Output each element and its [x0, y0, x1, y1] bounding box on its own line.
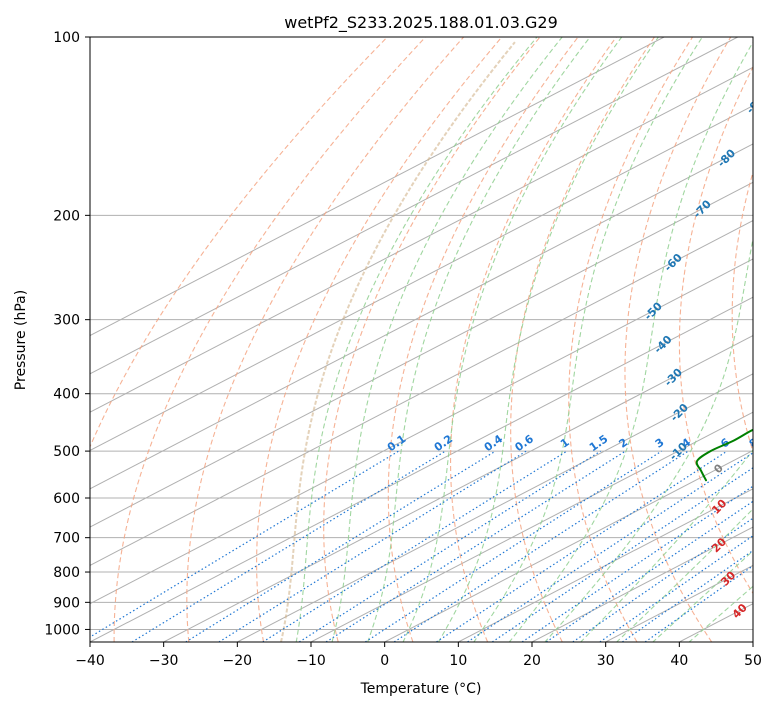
isotherm-line	[163, 334, 753, 642]
y-tick-label: 400	[53, 387, 80, 403]
y-tick-label: 900	[53, 595, 80, 611]
mixing-ratio-line	[521, 485, 753, 642]
dry-adiabat-line	[624, 37, 732, 642]
isotherm-line	[90, 37, 665, 337]
isotherm-line	[90, 181, 753, 528]
dry-adiabat-line	[450, 37, 617, 642]
mixing-ratio-label: 8	[747, 436, 761, 451]
isotherm-line	[90, 258, 753, 605]
mixing-ratio-line	[599, 534, 753, 642]
isotherm-line	[679, 603, 753, 642]
x-tick-label: −40	[75, 653, 105, 669]
y-tick-label: 300	[53, 313, 80, 329]
plot-area: 0.10.20.40.611.52346810131620253036-100-…	[90, 37, 775, 642]
x-tick-label: −10	[296, 653, 326, 669]
moist-adiabat-line	[402, 37, 623, 642]
isotherm-label: -60	[662, 251, 685, 274]
y-tick-label: 700	[53, 531, 80, 547]
mixing-ratio-line	[622, 549, 753, 642]
x-tick-label: 30	[597, 653, 615, 669]
mixing-ratio-line	[298, 450, 601, 642]
isotherm-label: -80	[715, 146, 738, 169]
mixing-ratio-line	[572, 517, 753, 642]
moist-adiabat-line	[688, 585, 753, 642]
isotherm-line	[90, 37, 738, 375]
isotherm-label: -70	[691, 197, 714, 220]
dry-adiabat-line	[90, 37, 388, 449]
dry-adiabat-line	[510, 37, 655, 642]
mixing-ratio-line	[325, 450, 626, 642]
mixing-ratio-line	[467, 452, 753, 642]
isotherm-label: 30	[718, 568, 738, 588]
isotherm-line	[90, 105, 753, 452]
isotherm-line	[90, 296, 753, 642]
dry-adiabat-line	[113, 37, 426, 642]
y-axis-label: Pressure (hPa)	[13, 290, 29, 390]
dry-adiabat-line	[186, 37, 465, 642]
isotherm-line	[237, 373, 753, 642]
mixing-ratio-line	[262, 450, 568, 642]
y-tick-label: 200	[53, 208, 80, 224]
mixing-ratio-line	[436, 450, 728, 642]
x-tick-label: 50	[744, 653, 762, 669]
isotherm-label: -90	[744, 93, 767, 116]
isotherm-label: -40	[651, 333, 674, 356]
mixing-ratio-line	[393, 450, 689, 642]
y-tick-label: 800	[53, 565, 80, 581]
dry-adiabat-line	[678, 65, 753, 595]
moist-adiabat-line	[437, 37, 659, 642]
moist-adiabat-line	[367, 37, 591, 642]
x-tick-label: −20	[223, 653, 253, 669]
moist-adiabat-line	[295, 37, 538, 642]
isotherm-line	[90, 66, 753, 413]
isotherm-label: -20	[668, 401, 691, 424]
dry-adiabat-line	[387, 37, 579, 642]
moist-adiabat-line	[544, 236, 753, 642]
mixing-ratio-line	[218, 450, 527, 642]
temperature-profile-line	[757, 37, 775, 480]
isotherm-line	[90, 143, 753, 490]
x-tick-label: 0	[380, 653, 389, 669]
mixing-ratio-line	[185, 450, 496, 642]
isotherm-label: 0	[711, 461, 726, 476]
x-tick-label: 10	[449, 653, 467, 669]
mixing-ratio-label: 1	[558, 436, 572, 451]
isotherm-line	[531, 526, 753, 642]
moist-adiabat-line	[331, 37, 563, 642]
mixing-ratio-line	[491, 467, 753, 642]
y-tick-label: 100	[53, 30, 80, 46]
dry-adiabat-line	[323, 37, 541, 642]
isotherm-line	[90, 220, 753, 566]
mixing-ratio-label: 3	[653, 436, 667, 451]
x-tick-label: −30	[149, 653, 179, 669]
isotherm-line	[384, 449, 753, 642]
isotherm-line	[458, 488, 753, 642]
mixing-ratio-line	[364, 450, 662, 642]
mixing-ratio-line	[90, 450, 399, 638]
dry-adiabat-line	[731, 170, 753, 454]
mixing-ratio-line	[545, 500, 753, 642]
x-axis-label: Temperature (°C)	[360, 681, 482, 697]
mixing-ratio-label: 10	[766, 433, 775, 453]
isotherm-line	[310, 411, 753, 642]
moist-adiabat-line	[473, 37, 703, 642]
isotherm-line	[752, 641, 753, 642]
mixing-ratio-line	[131, 450, 446, 642]
moist-adiabat-line	[508, 41, 753, 642]
moist-adiabat-line	[579, 449, 753, 642]
y-tick-label: 1000	[44, 622, 80, 638]
dry-adiabat-line	[568, 37, 694, 642]
y-tick-label: 600	[53, 491, 80, 507]
isotherm-line	[605, 564, 753, 642]
x-tick-label: 40	[670, 653, 688, 669]
wet-bulb-line	[280, 41, 516, 642]
chart-title: wetPf2_S233.2025.188.01.03.G29	[284, 13, 558, 33]
x-tick-label: 20	[523, 653, 541, 669]
plot-frame	[89, 36, 754, 643]
y-tick-label: 500	[53, 444, 80, 460]
